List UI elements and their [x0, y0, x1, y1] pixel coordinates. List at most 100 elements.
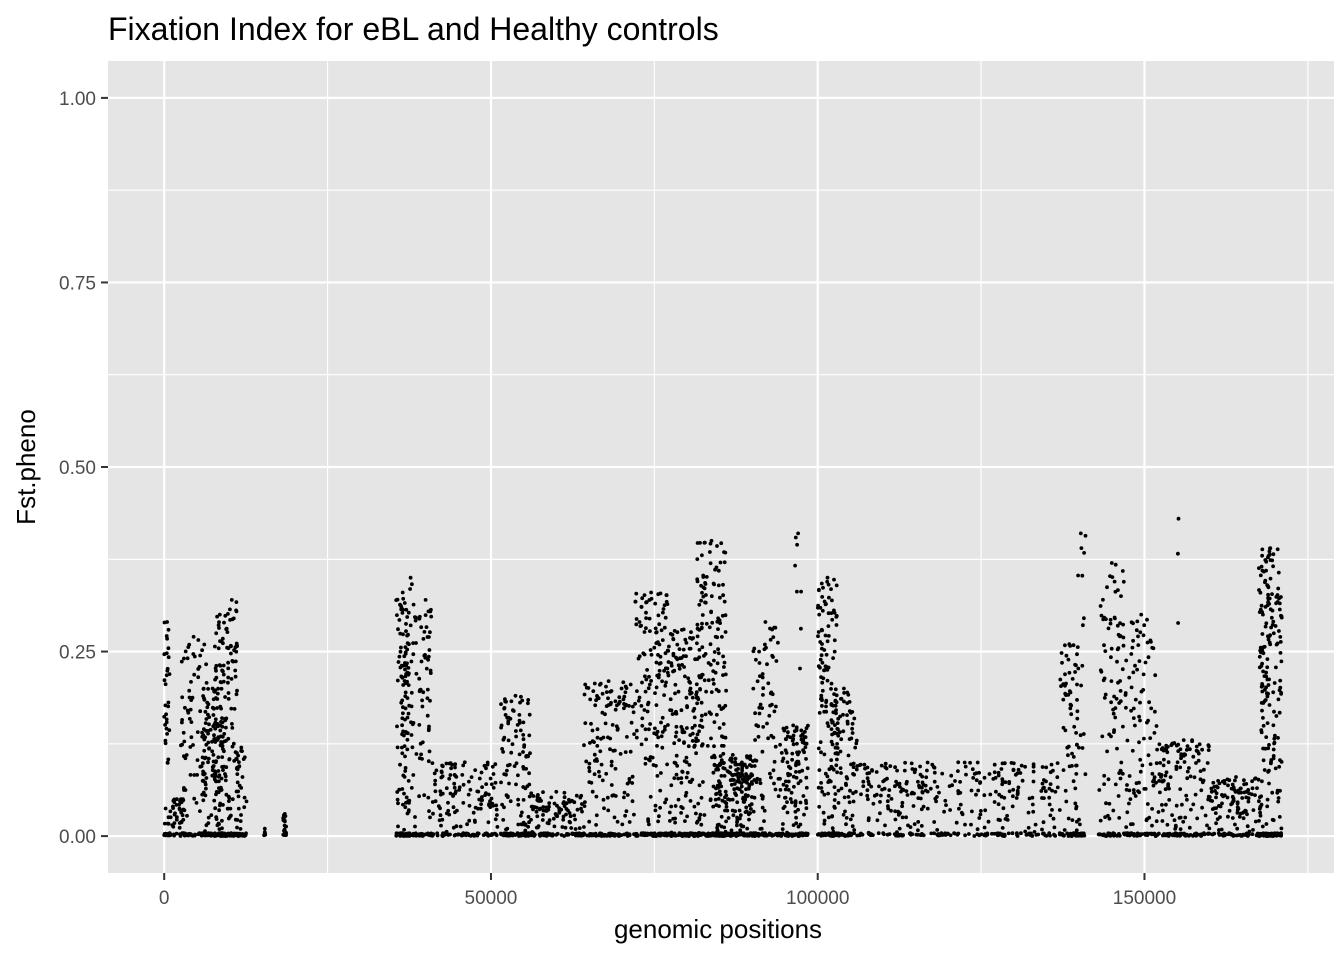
data-point: [179, 659, 184, 664]
data-point: [1098, 818, 1103, 823]
data-point: [644, 600, 649, 604]
data-point: [835, 770, 839, 775]
data-point: [844, 822, 848, 827]
data-point: [1194, 744, 1199, 749]
data-point: [1276, 796, 1281, 800]
data-point: [554, 833, 559, 837]
data-point: [720, 831, 725, 836]
data-point: [407, 671, 411, 676]
data-point: [919, 824, 924, 828]
data-point: [1267, 640, 1272, 645]
data-point: [207, 746, 212, 751]
data-point: [791, 723, 796, 728]
data-point: [165, 636, 170, 641]
data-point: [829, 758, 834, 762]
data-point: [213, 806, 218, 811]
data-point: [231, 741, 236, 746]
data-point: [657, 814, 661, 819]
data-point: [569, 826, 574, 830]
data-point: [817, 804, 822, 809]
data-point: [976, 788, 981, 793]
data-point: [854, 789, 858, 794]
data-point: [1000, 782, 1005, 787]
data-point: [1080, 746, 1085, 750]
data-point: [1133, 697, 1138, 702]
data-point: [503, 713, 508, 717]
data-point: [490, 764, 495, 769]
data-point: [1081, 831, 1086, 836]
data-point: [1257, 665, 1262, 670]
data-point: [781, 822, 785, 826]
data-point: [428, 630, 432, 635]
data-point: [1044, 779, 1048, 784]
data-point: [182, 808, 187, 813]
data-point: [756, 724, 761, 729]
data-point: [1081, 623, 1085, 628]
data-point: [833, 687, 838, 692]
data-point: [397, 618, 402, 622]
data-point: [992, 831, 997, 836]
data-point: [820, 608, 825, 613]
data-point: [653, 601, 658, 606]
data-point: [874, 792, 879, 797]
data-point: [216, 769, 221, 773]
data-point: [1041, 786, 1045, 791]
data-point: [730, 773, 735, 778]
data-point: [909, 761, 914, 766]
data-point: [217, 663, 222, 667]
data-point: [850, 721, 855, 726]
data-point: [1103, 692, 1108, 697]
data-point: [482, 763, 487, 768]
data-point: [511, 708, 515, 713]
data-point: [1125, 810, 1130, 815]
data-point: [164, 712, 169, 717]
data-point: [201, 733, 206, 738]
data-point: [992, 770, 997, 775]
data-point: [834, 583, 839, 588]
data-point: [659, 720, 663, 725]
data-point: [785, 810, 790, 815]
data-point: [1202, 832, 1207, 837]
data-point: [428, 668, 433, 673]
data-point: [679, 780, 684, 785]
data-point: [1074, 828, 1079, 833]
data-point: [403, 766, 408, 770]
data-point: [703, 652, 708, 656]
data-point: [819, 696, 824, 701]
data-point: [1174, 803, 1179, 808]
data-point: [1065, 745, 1070, 750]
data-point: [615, 728, 620, 732]
data-point: [968, 760, 972, 765]
data-point: [1222, 779, 1227, 783]
data-point: [695, 833, 700, 838]
data-point: [228, 806, 233, 811]
data-point: [724, 688, 728, 693]
data-point: [1253, 793, 1257, 797]
data-point: [1118, 621, 1122, 625]
data-point: [598, 681, 603, 686]
data-point: [1163, 773, 1168, 778]
data-point: [212, 706, 216, 711]
data-point: [1147, 831, 1151, 836]
data-point: [661, 607, 666, 611]
data-point: [219, 686, 224, 691]
data-point: [712, 831, 717, 836]
data-point: [201, 771, 206, 776]
data-point: [1229, 802, 1233, 807]
data-point: [700, 713, 704, 718]
data-point: [172, 821, 177, 825]
data-point: [564, 801, 569, 806]
data-point: [1098, 668, 1103, 673]
data-point: [1153, 709, 1157, 714]
data-point: [214, 817, 219, 821]
data-point: [1182, 760, 1187, 764]
data-point: [1146, 753, 1151, 758]
data-point: [825, 579, 830, 584]
data-point: [1052, 825, 1057, 830]
data-point: [887, 832, 892, 836]
data-point: [842, 691, 846, 695]
data-point: [501, 818, 506, 822]
data-point: [623, 684, 628, 689]
data-point: [685, 814, 689, 819]
